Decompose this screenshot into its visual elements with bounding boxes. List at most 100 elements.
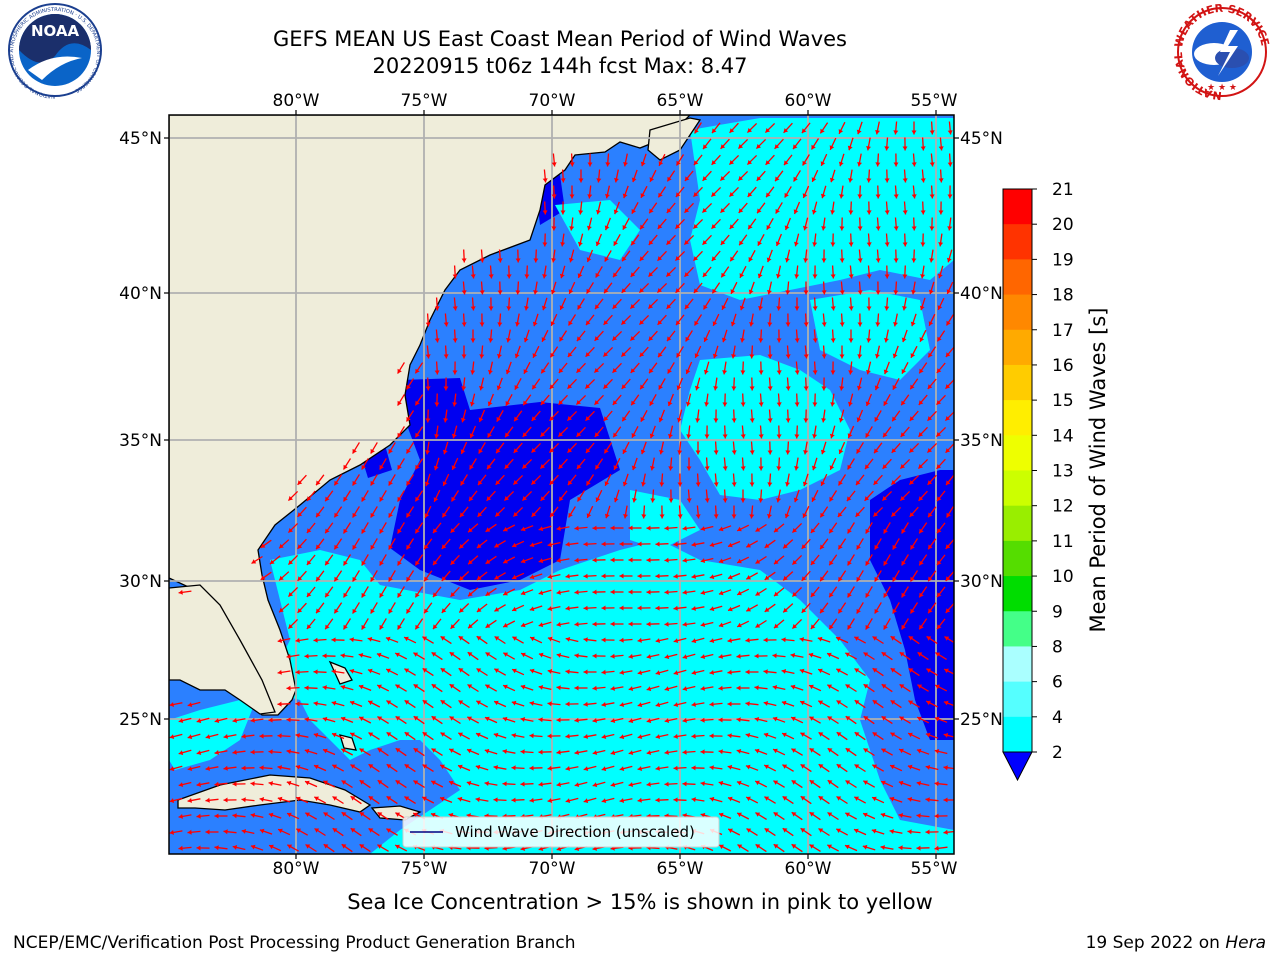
- wind-wave-arrowhead: [718, 622, 724, 628]
- wind-wave-arrowhead: [277, 669, 282, 675]
- wind-wave-arrowhead: [541, 368, 546, 374]
- wind-wave-arrowhead: [424, 608, 429, 614]
- wind-wave-arrowhead: [772, 716, 778, 722]
- wind-wave-arrowhead: [827, 780, 833, 785]
- wind-wave-arrowhead: [855, 512, 861, 517]
- wind-wave-arrowhead: [709, 638, 715, 643]
- axis-ticks: [164, 110, 959, 859]
- wind-wave-arrowhead: [295, 669, 300, 675]
- wind-wave-arrowhead: [693, 192, 699, 197]
- wind-wave-arrowhead: [821, 290, 827, 295]
- wind-wave-arrowhead: [494, 668, 499, 673]
- wind-wave-arrowhead: [306, 496, 312, 501]
- wind-wave-arrowhead: [503, 558, 508, 564]
- wind-wave-arrowhead: [586, 513, 592, 518]
- wind-wave-arrowhead: [694, 320, 699, 326]
- wind-wave-arrowhead: [388, 544, 393, 550]
- wind-wave-arrowhead: [684, 176, 690, 181]
- wind-wave-arrowhead: [704, 434, 710, 439]
- wind-wave-arrowhead: [811, 177, 817, 182]
- wind-wave-arrowhead: [901, 369, 906, 374]
- wind-wave-arrowhead: [323, 844, 329, 849]
- wind-wave-arrowhead: [431, 652, 437, 657]
- wind-wave-arrowhead: [450, 592, 456, 597]
- wind-wave-arrowhead: [718, 654, 723, 659]
- wind-wave-arrowhead: [776, 370, 782, 375]
- wind-wave-arrowhead: [655, 605, 660, 611]
- wind-wave-arrowhead: [232, 845, 238, 850]
- wind-wave-arrowhead: [936, 464, 942, 469]
- wind-wave-arrowhead: [872, 700, 878, 705]
- wind-wave-arrowhead: [547, 765, 552, 771]
- wind-wave-arrowhead: [577, 241, 583, 247]
- colorbar-tick-label: 10: [1052, 567, 1074, 587]
- wind-wave-arrowhead: [848, 370, 854, 375]
- wind-wave-arrowhead: [520, 590, 526, 596]
- wind-wave-arrowhead: [479, 385, 484, 391]
- wind-wave-arrowhead: [269, 844, 274, 850]
- wind-wave-arrowhead: [664, 589, 669, 595]
- wind-wave-arrowhead: [404, 636, 409, 642]
- wind-wave-arrowhead: [485, 684, 490, 689]
- wind-wave-arrowhead: [848, 306, 854, 311]
- wind-wave-arrowhead: [781, 637, 786, 643]
- wind-wave-arrowhead: [691, 606, 696, 611]
- wind-wave-arrowhead: [585, 448, 591, 453]
- wind-wave-arrowhead: [296, 828, 301, 833]
- wind-wave-arrowhead: [567, 448, 573, 453]
- wind-wave-arrowhead: [592, 589, 597, 595]
- wind-wave-arrowhead: [306, 592, 312, 597]
- wind-wave-arrowhead: [214, 781, 219, 787]
- wind-wave-arrowhead: [748, 224, 753, 230]
- wind-wave-arrowhead: [359, 780, 365, 785]
- wind-wave-arrowhead: [765, 128, 770, 133]
- wind-wave-arrowhead: [349, 637, 354, 643]
- wind-wave-arrowhead: [755, 812, 761, 817]
- wind-wave-arrowhead: [684, 208, 690, 213]
- wind-wave-arrowhead: [693, 288, 699, 293]
- wind-wave-arrowhead: [892, 544, 897, 550]
- wind-wave-arrowhead: [541, 337, 547, 342]
- wind-wave-arrowhead: [677, 514, 683, 519]
- wind-wave-arrowhead: [884, 337, 889, 343]
- wind-wave-arrowhead: [820, 512, 825, 518]
- wind-wave-arrowhead: [908, 668, 914, 673]
- wind-wave-arrowhead: [610, 750, 616, 756]
- wind-wave-arrowhead: [758, 370, 764, 375]
- wind-wave-arrowhead: [502, 716, 508, 722]
- wind-wave-arrowhead: [406, 480, 411, 486]
- wind-wave-arrowhead: [496, 416, 501, 422]
- wind-wave-arrowhead: [666, 304, 672, 309]
- wind-wave-arrowhead: [854, 732, 860, 737]
- wind-wave-arrowhead: [929, 162, 935, 167]
- wind-wave-arrowhead: [628, 621, 633, 627]
- colorbar-extend-arrow: [1002, 751, 1033, 782]
- wind-wave-arrowhead: [916, 781, 922, 786]
- wind-wave-arrowhead: [434, 306, 440, 311]
- wind-wave-arrowhead: [406, 384, 411, 390]
- wind-wave-arrowhead: [785, 418, 791, 423]
- wind-wave-arrowhead: [505, 401, 510, 406]
- wind-wave-arrowhead: [649, 208, 654, 214]
- wind-wave-arrowhead: [802, 481, 808, 487]
- wind-wave-arrowhead: [494, 700, 499, 706]
- wind-wave-arrowhead: [361, 496, 366, 502]
- wind-wave-arrowhead: [658, 352, 663, 358]
- wind-wave-arrowhead: [268, 812, 274, 818]
- wind-wave-arrowhead: [397, 368, 402, 374]
- wind-wave-arrowhead: [865, 464, 870, 470]
- wind-wave-arrowhead: [621, 352, 626, 357]
- wind-wave-arrowhead: [682, 717, 687, 723]
- wind-wave-arrowhead: [450, 624, 456, 629]
- wind-wave-arrowhead: [925, 829, 930, 835]
- wind-wave-arrowhead: [772, 653, 777, 659]
- wind-wave-arrowhead: [773, 780, 779, 785]
- footer-credit: NCEP/EMC/Verification Post Processing Pr…: [13, 933, 576, 953]
- wind-wave-arrowhead: [648, 336, 654, 341]
- wind-wave-arrowhead: [440, 764, 445, 770]
- wind-wave-arrowhead: [803, 418, 809, 423]
- wind-wave-arrowhead: [916, 813, 921, 819]
- wind-wave-arrowhead: [791, 780, 797, 785]
- wind-wave-arrowhead: [882, 464, 888, 469]
- wind-wave-arrowhead: [586, 288, 591, 294]
